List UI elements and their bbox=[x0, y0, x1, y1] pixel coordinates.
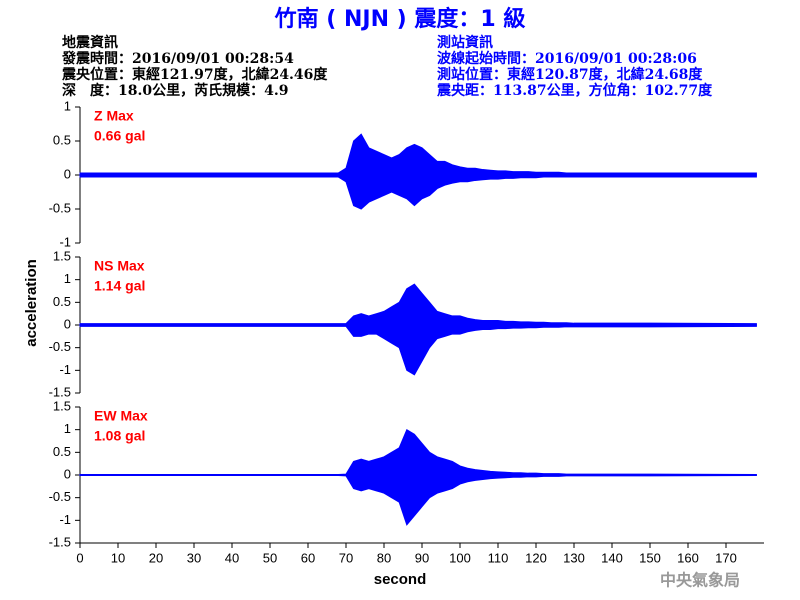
y-tick-label: -1 bbox=[59, 362, 71, 377]
x-tick-label: 40 bbox=[225, 550, 239, 565]
component-label: NS Max bbox=[94, 258, 145, 274]
x-tick-label: 150 bbox=[639, 550, 661, 565]
y-tick-label: 1 bbox=[64, 421, 71, 436]
chart-title: 竹南 ( NJN ) 震度：1 級 bbox=[274, 6, 526, 32]
x-tick-label: 120 bbox=[525, 550, 547, 565]
y-tick-label: 1.5 bbox=[53, 248, 71, 263]
y-tick-label: 0 bbox=[64, 166, 71, 181]
x-tick-label: 50 bbox=[263, 550, 277, 565]
y-tick-label: -1 bbox=[59, 512, 71, 527]
info-right: 波線起始時間：2016/09/01 00:28:06 bbox=[437, 50, 697, 67]
y-tick-label: 0.5 bbox=[53, 294, 71, 309]
info-left: 地震資訊 bbox=[62, 34, 118, 51]
x-tick-label: 10 bbox=[111, 550, 125, 565]
x-tick-label: 90 bbox=[415, 550, 429, 565]
x-tick-label: 70 bbox=[339, 550, 353, 565]
x-tick-label: 140 bbox=[601, 550, 623, 565]
waveform bbox=[79, 474, 757, 526]
y-tick-label: -0.5 bbox=[49, 200, 71, 215]
x-tick-label: 170 bbox=[715, 550, 737, 565]
x-tick-label: 130 bbox=[563, 550, 585, 565]
y-tick-label: 1.5 bbox=[53, 398, 71, 413]
info-left: 震央位置：東經121.97度，北緯24.46度 bbox=[61, 66, 328, 83]
max-label: 1.14 gal bbox=[94, 278, 145, 294]
waveform bbox=[79, 283, 757, 326]
x-tick-label: 160 bbox=[677, 550, 699, 565]
y-tick-label: 0.5 bbox=[53, 132, 71, 147]
max-label: 0.66 gal bbox=[94, 128, 145, 144]
info-right: 震央距：113.87公里，方位角：102.77度 bbox=[436, 82, 713, 99]
x-tick-label: 20 bbox=[149, 550, 163, 565]
y-tick-label: -1.5 bbox=[49, 534, 71, 549]
y-tick-label: -1 bbox=[59, 234, 71, 249]
info-left: 深 度：18.0公里，芮氏規模：4.9 bbox=[62, 82, 288, 99]
waveform bbox=[79, 133, 757, 176]
y-axis-label: acceleration bbox=[23, 259, 40, 347]
x-tick-label: 100 bbox=[449, 550, 471, 565]
waveform bbox=[79, 324, 757, 376]
y-tick-label: 1 bbox=[64, 271, 71, 286]
max-label: 1.08 gal bbox=[94, 428, 145, 444]
y-tick-label: -0.5 bbox=[49, 339, 71, 354]
x-axis-label: second bbox=[374, 571, 427, 588]
y-tick-label: 0 bbox=[64, 466, 71, 481]
x-tick-label: 110 bbox=[488, 550, 509, 565]
watermark: 中央氣象局 bbox=[660, 571, 740, 590]
y-tick-label: 1 bbox=[64, 98, 71, 113]
info-right: 測站資訊 bbox=[437, 34, 493, 51]
y-tick-label: 0 bbox=[64, 316, 71, 331]
x-tick-label: 0 bbox=[76, 550, 83, 565]
component-label: Z Max bbox=[94, 108, 134, 124]
waveform bbox=[79, 428, 757, 476]
info-right: 測站位置：東經120.87度，北緯24.68度 bbox=[437, 66, 703, 83]
y-tick-label: 0.5 bbox=[53, 444, 71, 459]
waveform bbox=[79, 174, 757, 210]
component-label: EW Max bbox=[94, 408, 148, 424]
info-left: 發震時間：2016/09/01 00:28:54 bbox=[61, 50, 294, 67]
y-tick-label: -1.5 bbox=[49, 384, 71, 399]
x-tick-label: 30 bbox=[187, 550, 201, 565]
y-tick-label: -0.5 bbox=[49, 489, 71, 504]
x-tick-label: 80 bbox=[377, 550, 391, 565]
x-tick-label: 60 bbox=[301, 550, 315, 565]
